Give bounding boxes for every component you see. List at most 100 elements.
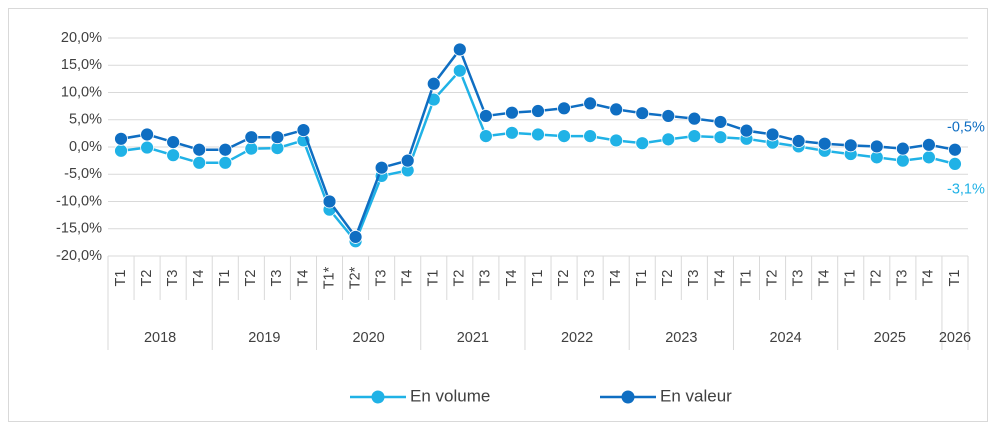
x-tick-label: T3: [478, 270, 494, 287]
x-tick-label: T4: [816, 270, 832, 287]
data-point: [270, 130, 285, 145]
legend-marker: [371, 390, 385, 404]
data-point: [843, 138, 858, 153]
legend-marker: [621, 390, 635, 404]
data-point: [922, 137, 936, 152]
x-tick-label: T1: [426, 270, 442, 287]
x-group-label: 2023: [665, 330, 697, 346]
data-point: [505, 105, 519, 120]
x-tick-label: T2: [452, 270, 468, 287]
data-point: [426, 76, 441, 91]
data-point: [895, 153, 910, 168]
data-point: [452, 42, 467, 57]
data-point: [322, 194, 337, 209]
data-point: [948, 156, 962, 171]
data-point: [192, 142, 207, 157]
x-tick-label: T2: [243, 270, 259, 287]
x-tick-label: T2*: [347, 266, 363, 289]
data-label: -0,5%: [947, 120, 985, 136]
data-point: [400, 153, 415, 168]
data-point: [817, 136, 832, 151]
data-point: [609, 102, 624, 117]
legend-label: En valeur: [660, 386, 732, 405]
x-group-label: 2020: [352, 330, 384, 346]
x-tick-label: T2: [764, 270, 780, 287]
data-point: [713, 130, 728, 145]
legend-label: En volume: [410, 386, 490, 405]
y-tick-label: 15,0%: [61, 57, 102, 73]
data-point: [713, 115, 728, 129]
data-point: [296, 123, 311, 138]
data-point: [114, 131, 128, 146]
y-tick-label: 5,0%: [69, 112, 102, 128]
data-point: [895, 141, 910, 156]
x-group-label: 2018: [144, 330, 176, 346]
x-group-label: 2024: [769, 330, 801, 346]
chart-border: [8, 8, 988, 422]
x-tick-label: T3: [269, 270, 285, 287]
data-point: [922, 150, 936, 165]
x-tick-label: T4: [921, 270, 937, 287]
x-tick-label: T4: [608, 270, 624, 287]
data-point: [869, 139, 884, 154]
data-point: [114, 143, 128, 158]
x-tick-label: T4: [400, 270, 416, 287]
data-point: [478, 109, 493, 123]
x-tick-label: T2: [869, 270, 885, 287]
data-point: [452, 63, 467, 78]
data-point: [531, 127, 545, 142]
x-tick-label: T1: [738, 270, 754, 287]
data-point: [557, 101, 571, 116]
x-tick-label: T3: [895, 270, 911, 287]
x-tick-label: T1: [217, 270, 233, 287]
data-point: [374, 160, 389, 175]
x-group-label: 2021: [457, 330, 489, 346]
data-point: [635, 106, 650, 121]
data-point: [166, 135, 181, 149]
data-point: [348, 230, 363, 244]
x-tick-label: T4: [712, 270, 728, 287]
data-point: [531, 104, 545, 118]
x-tick-label: T4: [191, 270, 207, 287]
data-point: [661, 109, 676, 123]
y-tick-label: -5,0%: [64, 166, 102, 182]
x-tick-label: T2: [139, 270, 155, 287]
x-tick-label: T4: [504, 270, 520, 287]
x-tick-label: T1: [843, 270, 859, 287]
x-tick-label: T3: [582, 270, 598, 287]
data-point: [583, 129, 598, 144]
data-point: [661, 132, 676, 147]
data-point: [140, 127, 154, 142]
y-tick-label: -10,0%: [56, 193, 102, 209]
data-point: [635, 136, 650, 151]
data-point: [739, 123, 754, 138]
x-tick-label: T1: [530, 270, 546, 287]
x-group-label: 2019: [248, 330, 280, 346]
x-group-label: 2022: [561, 330, 593, 346]
data-point: [687, 129, 702, 144]
data-point: [218, 142, 233, 157]
y-tick-label: 10,0%: [61, 84, 102, 100]
x-tick-label: T3: [165, 270, 181, 287]
x-group-label: 2026: [939, 330, 971, 346]
x-tick-label: T2: [556, 270, 572, 287]
x-tick-label: T3: [790, 270, 806, 287]
data-point: [609, 133, 624, 148]
x-tick-label: T1: [947, 270, 963, 287]
x-tick-label: T3: [373, 270, 389, 287]
data-point: [583, 96, 598, 111]
data-label: -3,1%: [947, 182, 985, 198]
data-point: [765, 127, 780, 142]
y-tick-label: 20,0%: [61, 30, 102, 46]
data-point: [948, 142, 962, 157]
x-tick-label: T1: [113, 270, 129, 287]
data-point: [218, 155, 233, 170]
x-tick-label: T1*: [321, 266, 337, 289]
data-point: [166, 148, 181, 163]
data-point: [478, 129, 493, 144]
y-tick-label: 0,0%: [69, 139, 102, 155]
x-tick-label: T3: [686, 270, 702, 287]
data-point: [192, 155, 207, 170]
x-tick-label: T4: [295, 270, 311, 287]
